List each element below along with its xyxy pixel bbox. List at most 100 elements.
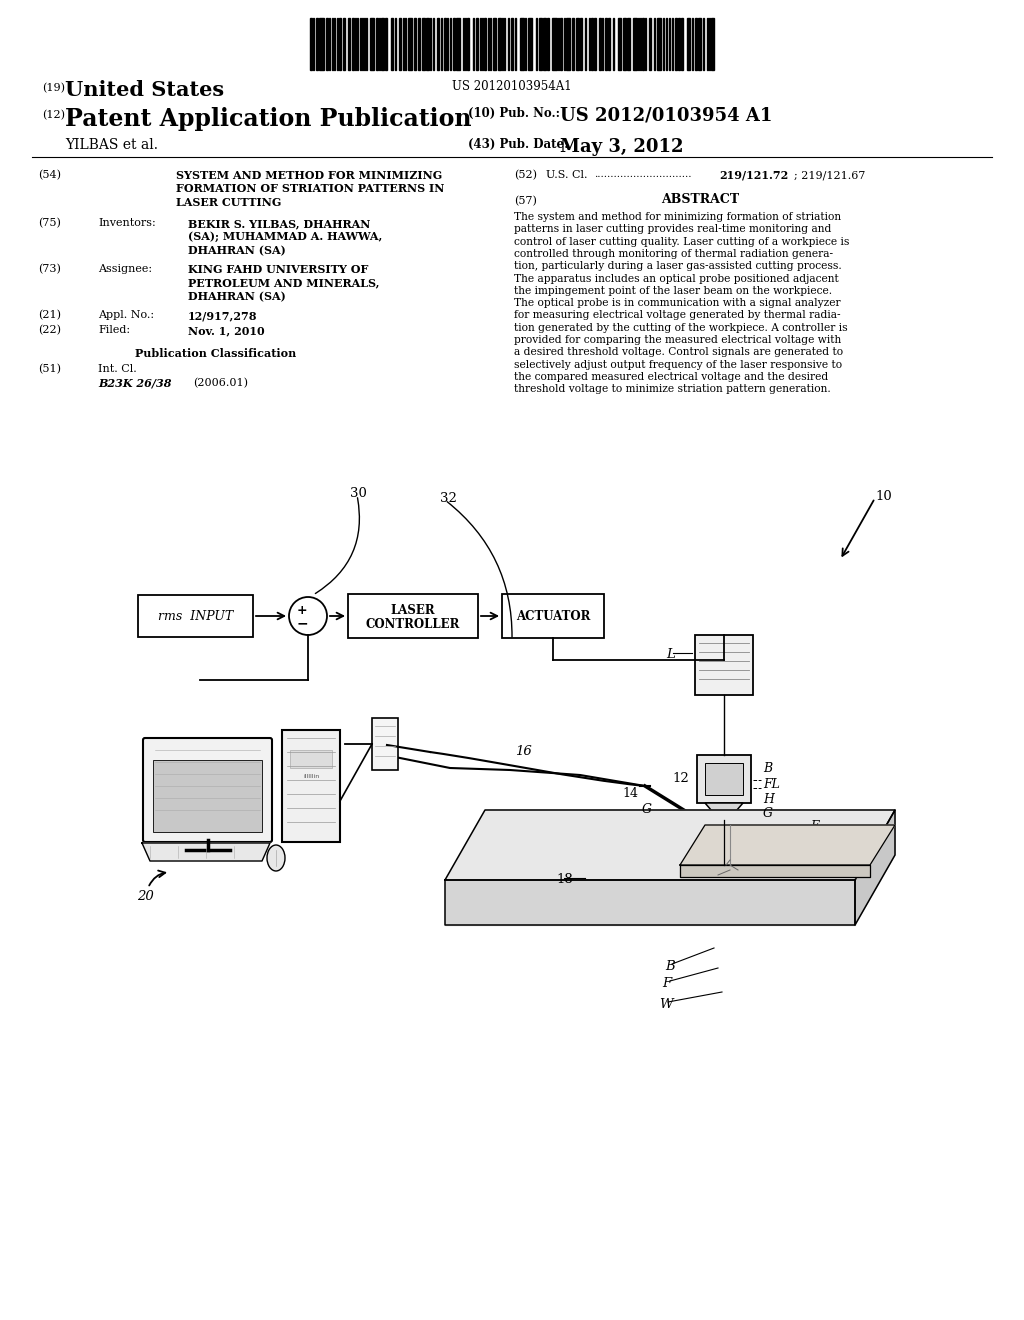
Text: provided for comparing the measured electrical voltage with: provided for comparing the measured elec… — [514, 335, 842, 345]
Text: selectively adjust output frequency of the laser responsive to: selectively adjust output frequency of t… — [514, 359, 842, 370]
Bar — [539, 18, 542, 70]
Text: G: G — [642, 803, 652, 816]
Text: LASER CUTTING: LASER CUTTING — [176, 197, 282, 209]
Bar — [543, 18, 546, 70]
Text: 20: 20 — [137, 890, 154, 903]
Text: (22): (22) — [38, 325, 61, 335]
Text: DHAHRAN (SA): DHAHRAN (SA) — [188, 246, 286, 256]
Text: L: L — [666, 648, 675, 661]
Bar — [493, 18, 496, 70]
Bar — [580, 18, 582, 70]
Text: FORMATION OF STRIATION PATTERNS IN: FORMATION OF STRIATION PATTERNS IN — [176, 183, 444, 194]
Polygon shape — [142, 843, 270, 861]
Text: +: + — [297, 603, 307, 616]
Bar — [476, 18, 478, 70]
Text: The system and method for minimizing formation of striation: The system and method for minimizing for… — [514, 213, 841, 222]
Bar — [391, 18, 393, 70]
Bar — [502, 594, 604, 638]
Bar — [528, 18, 532, 70]
Text: (SA); MUHAMMAD A. HAWWA,: (SA); MUHAMMAD A. HAWWA, — [188, 231, 382, 243]
Bar — [138, 595, 253, 638]
Bar — [437, 18, 439, 70]
Text: U.S. Cl.: U.S. Cl. — [546, 170, 588, 180]
Bar — [608, 18, 610, 70]
Bar — [414, 18, 416, 70]
Bar — [627, 18, 630, 70]
Bar — [484, 18, 486, 70]
Bar — [687, 18, 690, 70]
Bar — [381, 18, 384, 70]
Text: G: G — [763, 807, 773, 820]
Bar — [498, 18, 501, 70]
Text: Nov. 1, 2010: Nov. 1, 2010 — [188, 325, 264, 337]
Text: 12: 12 — [672, 772, 689, 785]
Bar — [698, 18, 701, 70]
Bar — [618, 18, 621, 70]
Text: the compared measured electrical voltage and the desired: the compared measured electrical voltage… — [514, 372, 828, 381]
Bar — [456, 18, 460, 70]
Text: KING FAHD UNIVERSITY OF: KING FAHD UNIVERSITY OF — [188, 264, 369, 275]
Bar — [316, 18, 318, 70]
Text: (51): (51) — [38, 364, 61, 375]
Bar — [422, 18, 425, 70]
Text: (75): (75) — [38, 218, 60, 228]
Text: (57): (57) — [514, 195, 537, 206]
Text: 10: 10 — [874, 490, 892, 503]
Bar — [310, 18, 312, 70]
Text: W: W — [659, 998, 673, 1011]
Text: H: H — [763, 793, 774, 807]
Bar — [326, 18, 328, 70]
Bar — [605, 18, 607, 70]
Bar — [408, 18, 412, 70]
Bar — [343, 18, 345, 70]
Text: BEKIR S. YILBAS, DHAHRAN: BEKIR S. YILBAS, DHAHRAN — [188, 218, 371, 228]
Bar — [642, 18, 644, 70]
FancyBboxPatch shape — [143, 738, 272, 842]
Text: (43) Pub. Date:: (43) Pub. Date: — [468, 139, 568, 150]
Bar — [399, 18, 401, 70]
Text: B23K 26/38: B23K 26/38 — [98, 378, 171, 389]
Text: 30: 30 — [350, 487, 367, 500]
Text: F: F — [662, 977, 672, 990]
Text: 219/121.72: 219/121.72 — [719, 170, 788, 181]
Bar — [467, 18, 469, 70]
Text: (21): (21) — [38, 310, 61, 321]
Bar — [675, 18, 677, 70]
Bar — [418, 18, 420, 70]
Text: FL: FL — [763, 777, 780, 791]
Bar — [552, 18, 557, 70]
Text: 12/917,278: 12/917,278 — [188, 310, 257, 321]
Polygon shape — [445, 810, 895, 880]
Text: The optical probe is in communication with a signal analyzer: The optical probe is in communication wi… — [514, 298, 841, 308]
Text: ..............................: .............................. — [594, 170, 691, 180]
Text: DHAHRAN (SA): DHAHRAN (SA) — [188, 290, 286, 302]
Bar — [319, 18, 324, 70]
Text: B: B — [763, 762, 772, 775]
Text: illlllin: illlllin — [303, 775, 319, 780]
Bar — [453, 18, 455, 70]
Bar — [348, 18, 350, 70]
Bar — [352, 18, 354, 70]
Bar — [376, 18, 378, 70]
Bar — [348, 594, 478, 638]
Text: (10) Pub. No.:: (10) Pub. No.: — [468, 107, 560, 120]
Bar — [599, 18, 601, 70]
Bar — [623, 18, 626, 70]
Bar — [657, 18, 662, 70]
Bar — [575, 18, 579, 70]
Text: for measuring electrical voltage generated by thermal radia-: for measuring electrical voltage generat… — [514, 310, 841, 321]
Bar — [705, 763, 743, 795]
Text: YILBAS et al.: YILBAS et al. — [65, 139, 158, 152]
Bar — [426, 18, 429, 70]
Ellipse shape — [267, 845, 285, 871]
Bar — [594, 18, 596, 70]
Bar — [711, 18, 714, 70]
Text: −: − — [296, 616, 308, 630]
Bar — [591, 18, 593, 70]
Bar — [695, 18, 697, 70]
Text: Publication Classification: Publication Classification — [135, 348, 296, 359]
Text: (54): (54) — [38, 170, 61, 181]
Text: The apparatus includes an optical probe positioned adjacent: The apparatus includes an optical probe … — [514, 273, 839, 284]
Text: PETROLEUM AND MINERALS,: PETROLEUM AND MINERALS, — [188, 277, 380, 289]
Bar — [339, 18, 341, 70]
